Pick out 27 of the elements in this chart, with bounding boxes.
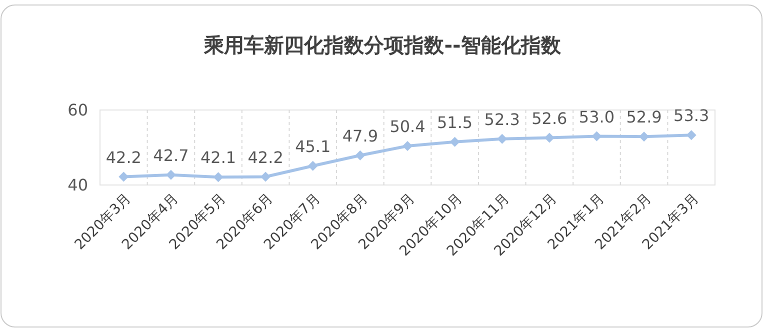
point	[592, 131, 602, 142]
text: 42.2	[106, 148, 142, 167]
y-tick-label: 60	[68, 100, 88, 120]
text: 42.2	[248, 148, 284, 167]
point	[118, 172, 129, 182]
point	[497, 134, 508, 144]
point	[260, 172, 271, 182]
text: 42.7	[153, 146, 189, 165]
point	[213, 172, 224, 182]
text: 52.9	[626, 108, 662, 127]
text: 45.1	[295, 136, 331, 156]
point	[402, 141, 412, 151]
point	[686, 130, 696, 140]
text: 50.4	[390, 117, 426, 136]
text: 53.0	[578, 107, 615, 126]
point	[308, 160, 318, 171]
chart-title: 乘用车新四化指数分项指数--智能化指数	[203, 33, 562, 57]
point	[450, 136, 460, 147]
text: 52.6	[532, 108, 568, 128]
y-tick-label: 40	[68, 176, 88, 195]
text: 42.1	[200, 148, 236, 168]
text: 53.3	[674, 106, 710, 126]
point	[544, 132, 554, 143]
text: 51.5	[436, 112, 473, 132]
text: 52.3	[484, 110, 520, 129]
text: 47.9	[342, 126, 378, 146]
point	[355, 150, 366, 160]
